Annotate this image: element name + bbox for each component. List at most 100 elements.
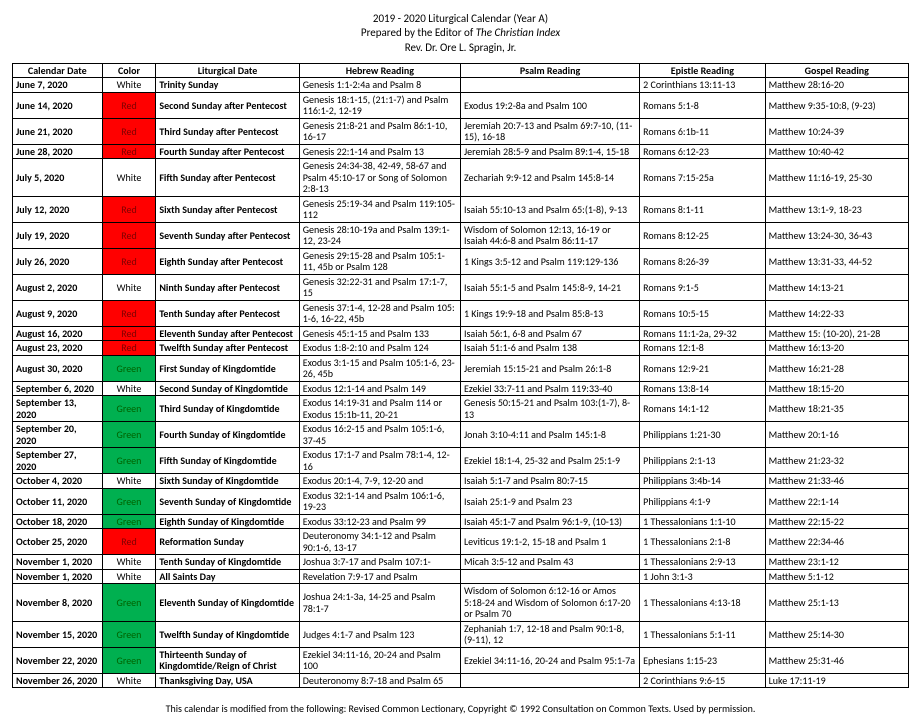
table-row: September 27, 2020GreenFifth Sunday of K…: [13, 448, 909, 474]
calendar-date-cell: June 14, 2020: [13, 92, 103, 118]
liturgical-date-cell: Tenth Sunday after Pentecost: [156, 300, 299, 326]
liturgical-color-cell: Red: [102, 248, 156, 274]
liturgical-color-cell: White: [102, 474, 156, 489]
calendar-date-cell: September 20, 2020: [13, 422, 103, 448]
page-header: 2019 - 2020 Liturgical Calendar (Year A)…: [12, 12, 909, 55]
table-row: June 7, 2020WhiteTrinity SundayGenesis 1…: [13, 78, 909, 93]
hebrew-reading-cell: Exodus 1:8-2:10 and Psalm 124: [299, 341, 460, 356]
gospel-reading-cell: Matthew 14:13-21: [765, 274, 908, 300]
calendar-date-cell: September 6, 2020: [13, 381, 103, 396]
epistle-reading-cell: 1 Thessalonians 2:1-8: [640, 529, 765, 555]
gospel-reading-cell: Matthew 11:16-19, 25-30: [765, 159, 908, 197]
psalm-reading-cell: Ezekiel 18:1-4, 25-32 and Psalm 25:1-9: [460, 448, 639, 474]
liturgical-date-cell: Seventh Sunday after Pentecost: [156, 222, 299, 248]
calendar-date-cell: July 5, 2020: [13, 159, 103, 197]
column-header: Gospel Reading: [765, 63, 908, 78]
table-row: August 30, 2020GreenFirst Sunday of King…: [13, 355, 909, 381]
hebrew-reading-cell: Genesis 29:15-28 and Psalm 105:1-11, 45b…: [299, 248, 460, 274]
calendar-date-cell: November 26, 2020: [13, 673, 103, 688]
liturgical-date-cell: Ninth Sunday after Pentecost: [156, 274, 299, 300]
liturgical-color-cell: Red: [102, 222, 156, 248]
header-line3: Rev. Dr. Ore L. Spragin, Jr.: [12, 41, 909, 55]
psalm-reading-cell: Ezekiel 34:11-16, 20-24 and Psalm 95:1-7…: [460, 647, 639, 673]
epistle-reading-cell: Romans 13:8-14: [640, 381, 765, 396]
epistle-reading-cell: Romans 5:1-8: [640, 92, 765, 118]
epistle-reading-cell: Romans 12:9-21: [640, 355, 765, 381]
calendar-date-cell: July 19, 2020: [13, 222, 103, 248]
liturgical-color-cell: Red: [102, 196, 156, 222]
hebrew-reading-cell: Genesis 22:1-14 and Psalm 13: [299, 144, 460, 159]
calendar-date-cell: June 7, 2020: [13, 78, 103, 93]
epistle-reading-cell: Philippians 1:21-30: [640, 422, 765, 448]
epistle-reading-cell: Romans 7:15-25a: [640, 159, 765, 197]
header-line2: Prepared by the Editor of The Christian …: [12, 26, 909, 40]
epistle-reading-cell: Romans 8:26-39: [640, 248, 765, 274]
gospel-reading-cell: Matthew 28:16-20: [765, 78, 908, 93]
epistle-reading-cell: 2 Corinthians 13:11-13: [640, 78, 765, 93]
liturgical-color-cell: Red: [102, 118, 156, 144]
hebrew-reading-cell: Genesis 1:1-2:4a and Psalm 8: [299, 78, 460, 93]
calendar-date-cell: August 16, 2020: [13, 326, 103, 341]
column-header: Calendar Date: [13, 63, 103, 78]
liturgical-color-cell: Green: [102, 514, 156, 529]
gospel-reading-cell: Matthew 14:22-33: [765, 300, 908, 326]
table-body: June 7, 2020WhiteTrinity SundayGenesis 1…: [13, 78, 909, 688]
gospel-reading-cell: Matthew 9:35-10:8, (9-23): [765, 92, 908, 118]
table-row: August 2, 2020WhiteNinth Sunday after Pe…: [13, 274, 909, 300]
psalm-reading-cell: Ezekiel 33:7-11 and Psalm 119:33-40: [460, 381, 639, 396]
gospel-reading-cell: Matthew 10:24-39: [765, 118, 908, 144]
epistle-reading-cell: 1 Thessalonians 2:9-13: [640, 555, 765, 570]
hebrew-reading-cell: Genesis 28:10-19a and Psalm 139:1-12, 23…: [299, 222, 460, 248]
epistle-reading-cell: Romans 9:1-5: [640, 274, 765, 300]
hebrew-reading-cell: Deuteronomy 34:1-12 and Psalm 90:1-6, 13…: [299, 529, 460, 555]
column-header: Psalm Reading: [460, 63, 639, 78]
table-row: October 18, 2020GreenEighth Sunday of Ki…: [13, 514, 909, 529]
table-row: June 14, 2020RedSecond Sunday after Pent…: [13, 92, 909, 118]
liturgical-date-cell: Twelfth Sunday of Kingdomtide: [156, 621, 299, 647]
epistle-reading-cell: 1 Thessalonians 5:1-11: [640, 621, 765, 647]
table-row: June 21, 2020RedThird Sunday after Pente…: [13, 118, 909, 144]
psalm-reading-cell: [460, 78, 639, 93]
liturgical-date-cell: Sixth Sunday of Kingdomtide: [156, 474, 299, 489]
table-row: November 22, 2020GreenThirteenth Sunday …: [13, 647, 909, 673]
hebrew-reading-cell: Exodus 12:1-14 and Psalm 149: [299, 381, 460, 396]
liturgical-color-cell: White: [102, 569, 156, 584]
table-header-row: Calendar DateColorLiturgical DateHebrew …: [13, 63, 909, 78]
hebrew-reading-cell: Exodus 3:1-15 and Psalm 105:1-6, 23-26, …: [299, 355, 460, 381]
psalm-reading-cell: Isaiah 5:1-7 and Psalm 80:7-15: [460, 474, 639, 489]
hebrew-reading-cell: Judges 4:1-7 and Psalm 123: [299, 621, 460, 647]
psalm-reading-cell: Isaiah 55:1-5 and Psalm 145:8-9, 14-21: [460, 274, 639, 300]
gospel-reading-cell: Matthew 21:33-46: [765, 474, 908, 489]
calendar-date-cell: July 26, 2020: [13, 248, 103, 274]
liturgical-date-cell: Fifth Sunday of Kingdomtide: [156, 448, 299, 474]
gospel-reading-cell: Matthew 21:23-32: [765, 448, 908, 474]
psalm-reading-cell: 1 Kings 3:5-12 and Psalm 119:129-136: [460, 248, 639, 274]
gospel-reading-cell: Matthew 22:34-46: [765, 529, 908, 555]
table-row: August 16, 2020RedEleventh Sunday after …: [13, 326, 909, 341]
epistle-reading-cell: Romans 6:1b-11: [640, 118, 765, 144]
liturgical-date-cell: Third Sunday of Kingdomtide: [156, 396, 299, 422]
liturgical-color-cell: Red: [102, 300, 156, 326]
liturgical-date-cell: Eleventh Sunday of Kingdomtide: [156, 584, 299, 622]
epistle-reading-cell: 2 Corinthians 9:6-15: [640, 673, 765, 688]
gospel-reading-cell: Matthew 18:21-35: [765, 396, 908, 422]
table-row: July 5, 2020WhiteFifth Sunday after Pent…: [13, 159, 909, 197]
calendar-date-cell: August 30, 2020: [13, 355, 103, 381]
gospel-reading-cell: Matthew 10:40-42: [765, 144, 908, 159]
psalm-reading-cell: Exodus 19:2-8a and Psalm 100: [460, 92, 639, 118]
liturgical-date-cell: Fourth Sunday of Kingdomtide: [156, 422, 299, 448]
calendar-date-cell: June 21, 2020: [13, 118, 103, 144]
liturgical-color-cell: Green: [102, 647, 156, 673]
epistle-reading-cell: Romans 8:12-25: [640, 222, 765, 248]
liturgical-color-cell: White: [102, 274, 156, 300]
hebrew-reading-cell: Genesis 21:8-21 and Psalm 86:1-10, 16-17: [299, 118, 460, 144]
liturgical-date-cell: Reformation Sunday: [156, 529, 299, 555]
calendar-date-cell: July 12, 2020: [13, 196, 103, 222]
liturgical-date-cell: Second Sunday of Kingdomtide: [156, 381, 299, 396]
liturgical-date-cell: Third Sunday after Pentecost: [156, 118, 299, 144]
liturgical-color-cell: Green: [102, 488, 156, 514]
gospel-reading-cell: Matthew 22:15-22: [765, 514, 908, 529]
gospel-reading-cell: Matthew 13:24-30, 36-43: [765, 222, 908, 248]
liturgical-date-cell: Eighth Sunday of Kingdomtide: [156, 514, 299, 529]
calendar-date-cell: June 28, 2020: [13, 144, 103, 159]
